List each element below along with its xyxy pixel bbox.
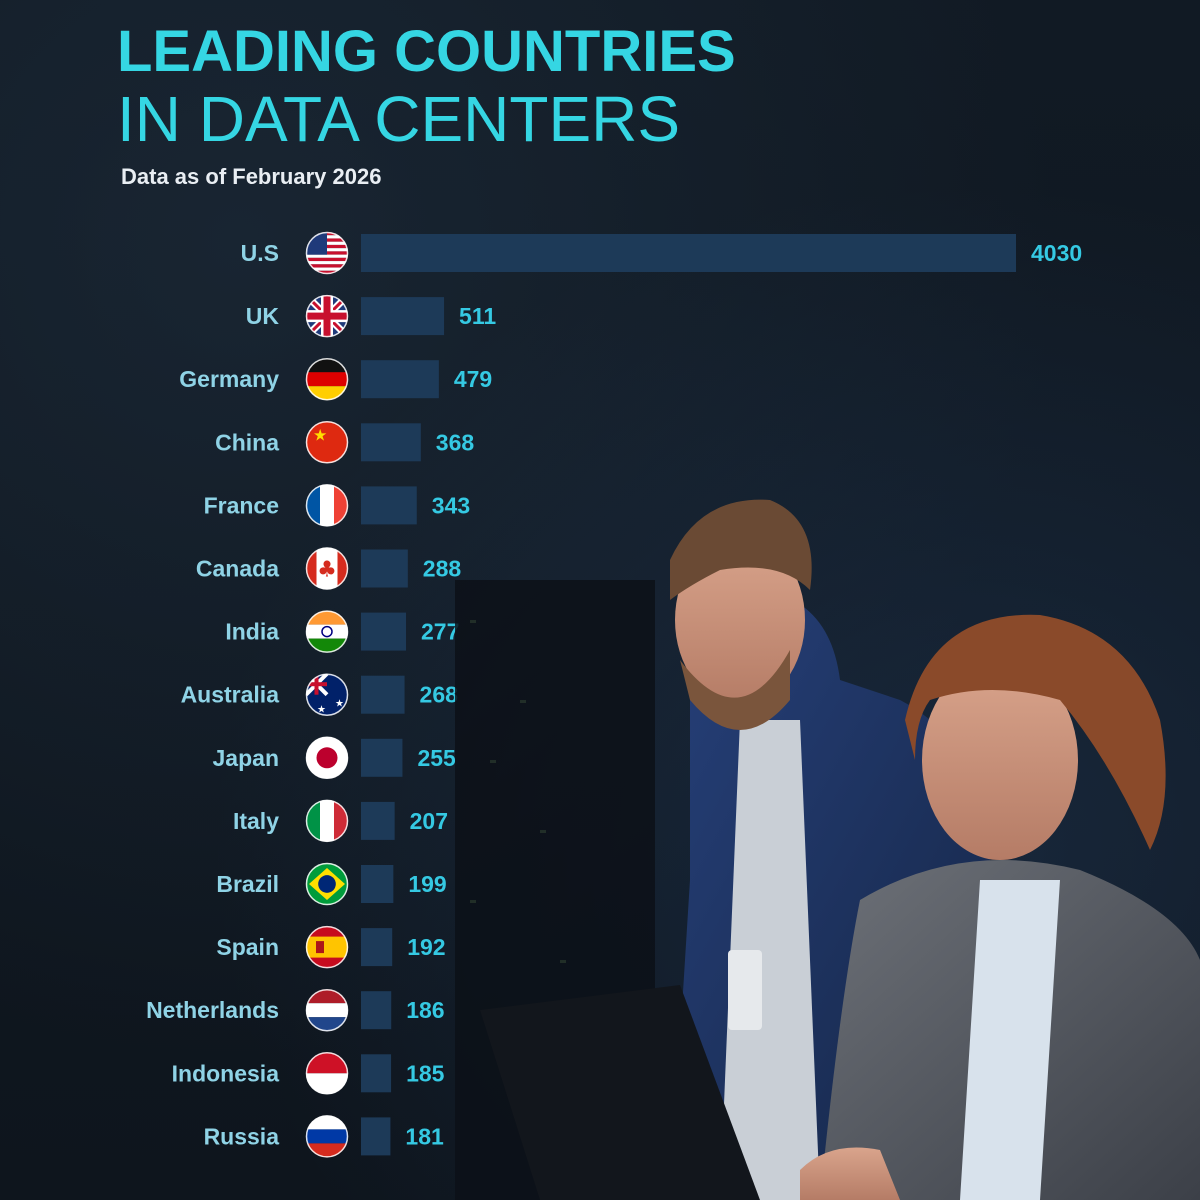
bar — [361, 297, 445, 336]
france-flag-icon — [305, 484, 349, 527]
category-label: Spain — [216, 934, 279, 960]
bar — [361, 675, 405, 714]
uk-flag-icon — [305, 294, 349, 338]
category-label: India — [225, 619, 279, 645]
australia-flag-icon: ★★ — [305, 673, 349, 716]
category-label: Canada — [196, 556, 279, 582]
value-label: 192 — [407, 934, 445, 960]
category-label: Russia — [204, 1123, 280, 1149]
netherlands-flag-icon — [305, 988, 349, 1032]
bar — [361, 423, 421, 462]
value-label: 185 — [406, 1060, 445, 1086]
bar — [361, 360, 439, 399]
value-label: 199 — [408, 871, 446, 897]
bar — [361, 1117, 391, 1156]
category-label: Australia — [181, 682, 280, 708]
italy-flag-icon — [305, 799, 349, 843]
bar — [361, 1054, 392, 1093]
svg-text:★: ★ — [313, 425, 327, 444]
value-label: 368 — [436, 429, 475, 455]
value-label: 277 — [421, 619, 459, 645]
value-label: 186 — [406, 997, 444, 1023]
bar — [361, 234, 1016, 272]
category-label: France — [204, 492, 279, 518]
china-flag-icon: ★ — [305, 421, 349, 464]
value-label: 181 — [405, 1123, 444, 1149]
india-flag-icon — [305, 610, 349, 653]
bar — [361, 486, 417, 525]
us-flag-icon — [305, 231, 349, 275]
category-label: UK — [246, 303, 280, 329]
bar — [361, 738, 403, 777]
chart-subtitle: Data as of February 2026 — [121, 164, 382, 189]
svg-text:★: ★ — [335, 699, 344, 710]
canada-flag-icon: ♣ — [305, 547, 349, 590]
bar — [361, 612, 407, 651]
category-label: Germany — [179, 366, 279, 392]
value-label: 255 — [417, 745, 456, 771]
category-label: Netherlands — [146, 997, 279, 1023]
svg-text:★: ★ — [317, 705, 326, 716]
category-label: China — [215, 429, 279, 455]
chart-title-line2: IN DATA CENTERS — [117, 83, 681, 155]
japan-flag-icon — [305, 736, 349, 780]
bar — [361, 549, 408, 588]
svg-text:♣: ♣ — [317, 558, 337, 583]
value-label: 4030 — [1031, 240, 1082, 266]
value-label: 268 — [420, 682, 459, 708]
bar — [361, 991, 392, 1030]
value-label: 288 — [423, 556, 462, 582]
germany-flag-icon — [305, 357, 349, 401]
category-label: U.S — [241, 240, 279, 266]
bar — [361, 865, 394, 903]
category-label: Indonesia — [172, 1060, 280, 1086]
russia-flag-icon — [305, 1115, 349, 1158]
category-label: Italy — [233, 808, 279, 834]
indonesia-flag-icon — [305, 1052, 349, 1095]
spain-flag-icon — [305, 925, 349, 969]
value-label: 343 — [432, 492, 470, 518]
category-label: Japan — [213, 745, 279, 771]
bar — [361, 801, 395, 840]
brazil-flag-icon — [305, 862, 349, 906]
value-label: 207 — [410, 808, 448, 834]
value-label: 511 — [459, 303, 496, 329]
bar — [361, 928, 393, 967]
category-label: Brazil — [216, 871, 279, 897]
chart-title-line1: LEADING COUNTRIES — [117, 19, 736, 84]
value-label: 479 — [454, 366, 492, 392]
